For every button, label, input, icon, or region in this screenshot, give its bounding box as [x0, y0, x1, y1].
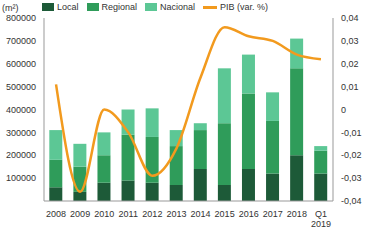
- svg-text:700000: 700000: [8, 36, 36, 46]
- svg-text:0,03: 0,03: [341, 36, 359, 46]
- svg-text:-0,02: -0,02: [341, 150, 361, 160]
- svg-text:2012: 2012: [142, 209, 162, 219]
- svg-text:-0,01: -0,01: [341, 128, 361, 138]
- svg-text:500000: 500000: [8, 82, 36, 92]
- html-text:Local: Local: [57, 2, 79, 12]
- svg-text:100000: 100000: [8, 173, 36, 183]
- svg-text:300000: 300000: [8, 128, 36, 138]
- svg-text:2014: 2014: [191, 209, 211, 219]
- svg-text:2010: 2010: [94, 209, 114, 219]
- html-text:(m²): (m²): [2, 3, 19, 13]
- svg-text:0: 0: [341, 105, 346, 115]
- svg-text:2017: 2017: [263, 209, 283, 219]
- svg-text:Q12019: Q12019: [311, 209, 331, 227]
- svg-text:600000: 600000: [8, 59, 36, 69]
- svg-text:2009: 2009: [70, 209, 90, 219]
- svg-text:0,02: 0,02: [341, 59, 359, 69]
- svg-text:2011: 2011: [119, 209, 138, 219]
- html-text:Nacional: Nacional: [160, 2, 196, 12]
- svg-text:2016: 2016: [239, 209, 259, 219]
- html-text:PIB (var. %): PIB (var. %): [220, 2, 269, 12]
- svg-text:0,04: 0,04: [341, 13, 359, 23]
- html-text:Regional: Regional: [101, 2, 137, 12]
- svg-text:2008: 2008: [46, 209, 66, 219]
- svg-text:2015: 2015: [215, 209, 235, 219]
- svg-text:-0,03: -0,03: [341, 173, 361, 183]
- svg-text:-0,04: -0,04: [341, 196, 361, 206]
- svg-text:400000: 400000: [8, 105, 36, 115]
- svg-text:200000: 200000: [8, 150, 36, 160]
- svg-text:0,01: 0,01: [341, 82, 359, 92]
- svg-text:800000: 800000: [8, 13, 36, 23]
- svg-text:2018: 2018: [287, 209, 307, 219]
- svg-text:2013: 2013: [166, 209, 186, 219]
